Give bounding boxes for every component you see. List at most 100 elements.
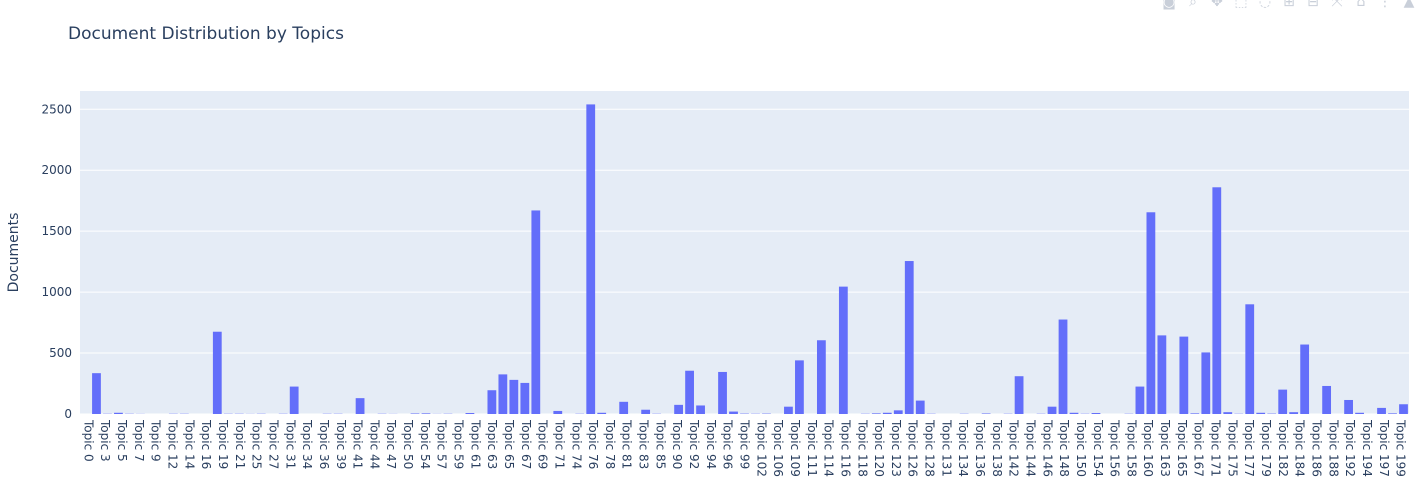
bar[interactable] [871,413,881,414]
bar[interactable] [696,405,705,414]
home-icon[interactable]: ⌂ [1356,0,1366,10]
box-select-icon[interactable]: ⬚ [1234,0,1248,10]
bar[interactable] [893,410,903,414]
x-tick-label: Topic 27 [266,419,280,469]
bar[interactable] [1157,335,1167,414]
x-tick-label: Topic 134 [956,419,970,477]
autoscale-icon[interactable]: ⤧ [1331,0,1343,10]
plotly-logo-icon[interactable]: ▲ [1403,0,1415,10]
camera-icon[interactable]: ◙ [1162,0,1176,10]
x-tick-label: Topic 57 [435,419,449,469]
bar[interactable] [487,390,497,414]
bar[interactable] [1344,399,1353,414]
bar[interactable] [1377,407,1386,414]
bar[interactable] [1190,413,1200,414]
x-tick-label: Topic 44 [367,419,381,469]
x-tick-label: Topic 106 [771,419,785,477]
x-tick-label: Topic 85 [653,419,667,469]
bar[interactable] [1355,412,1364,414]
bar[interactable] [1322,385,1332,414]
x-tick-label: Topic 71 [552,419,566,469]
bar[interactable] [465,413,475,414]
bar[interactable] [838,286,848,414]
bar[interactable] [641,409,651,414]
x-tick-label: Topic 65 [502,419,516,469]
bar[interactable] [784,406,793,414]
x-tick-label: Topic 182 [1276,419,1290,477]
bar[interactable] [1289,412,1299,414]
x-tick-label: Topic 194 [1360,419,1374,477]
x-tick-label: Topic 102 [754,419,768,477]
bar[interactable] [816,340,826,414]
bar[interactable] [904,261,914,414]
x-tick-label: Topic 179 [1259,419,1273,477]
y-tick-label: 0 [64,407,72,421]
x-tick-label: Topic 63 [485,419,499,469]
bar[interactable] [1091,413,1101,414]
bar[interactable] [597,412,607,414]
bar[interactable] [1179,336,1189,414]
x-tick-label: Topic 116 [838,419,852,477]
y-tick-label: 2000 [41,163,72,177]
bar[interactable] [1223,412,1233,414]
x-tick-label: Topic 5 [115,419,129,462]
bar[interactable] [553,410,563,414]
x-tick-label: Topic 111 [805,419,819,477]
bar[interactable] [619,401,629,414]
x-tick-label: Topic 83 [637,419,651,469]
x-tick-label: Topic 54 [418,419,432,469]
bar[interactable] [1256,412,1266,414]
bar[interactable] [1300,344,1310,414]
x-tick-label: Topic 34 [300,419,314,469]
x-tick-label: Topic 9 [149,419,163,462]
x-tick-label: Topic 14 [182,419,196,469]
x-tick-label: Topic 142 [1007,419,1021,477]
bar[interactable] [685,370,694,414]
bar[interactable] [915,400,925,414]
x-tick-label: Topic 199 [1394,419,1408,477]
bar[interactable] [1278,389,1288,414]
bar[interactable] [882,412,892,414]
x-tick-label: Topic 171 [1209,419,1223,477]
bar[interactable] [1069,412,1079,414]
bar[interactable] [1212,187,1222,414]
bar[interactable] [1014,376,1024,414]
bar[interactable] [1201,352,1211,414]
bar[interactable] [355,398,365,414]
bar[interactable] [674,404,683,414]
bar[interactable] [795,360,804,414]
x-tick-label: Topic 118 [855,419,869,477]
x-tick-label: Topic 41 [351,419,365,469]
bar[interactable] [1135,386,1145,414]
zoom-out-icon[interactable]: ⊟ [1307,0,1319,10]
bar[interactable] [92,373,101,414]
bar[interactable] [1146,212,1156,414]
bar[interactable] [509,379,519,414]
bar[interactable] [1388,413,1397,414]
bar[interactable] [729,411,738,414]
x-tick-label: Topic 21 [233,419,247,469]
lasso-icon[interactable]: ◌ [1258,0,1272,10]
bar[interactable] [718,371,727,414]
zoom-icon[interactable]: ⌕ [1189,0,1197,10]
y-axis-label: Documents [6,213,22,293]
x-tick-label: Topic 94 [704,419,718,469]
x-tick-label: Topic 16 [199,419,213,469]
bar[interactable] [421,413,431,414]
bar[interactable] [520,382,530,414]
bar[interactable] [1245,304,1255,414]
x-tick-label: Topic 163 [1158,419,1172,477]
zoom-in-icon[interactable]: ⊞ [1283,0,1295,10]
bar[interactable] [1047,406,1057,414]
bar[interactable] [1058,319,1068,414]
bar[interactable] [212,331,222,414]
x-tick-label: Topic 12 [166,419,180,469]
pan-icon[interactable]: ✥ [1211,0,1223,10]
bar[interactable] [289,386,299,414]
bar[interactable] [531,210,541,414]
bar[interactable] [114,412,123,414]
bar[interactable] [498,374,508,414]
bar[interactable] [586,104,596,415]
bar[interactable] [1399,404,1408,414]
more-icon[interactable]: ⋮ [1378,0,1392,10]
